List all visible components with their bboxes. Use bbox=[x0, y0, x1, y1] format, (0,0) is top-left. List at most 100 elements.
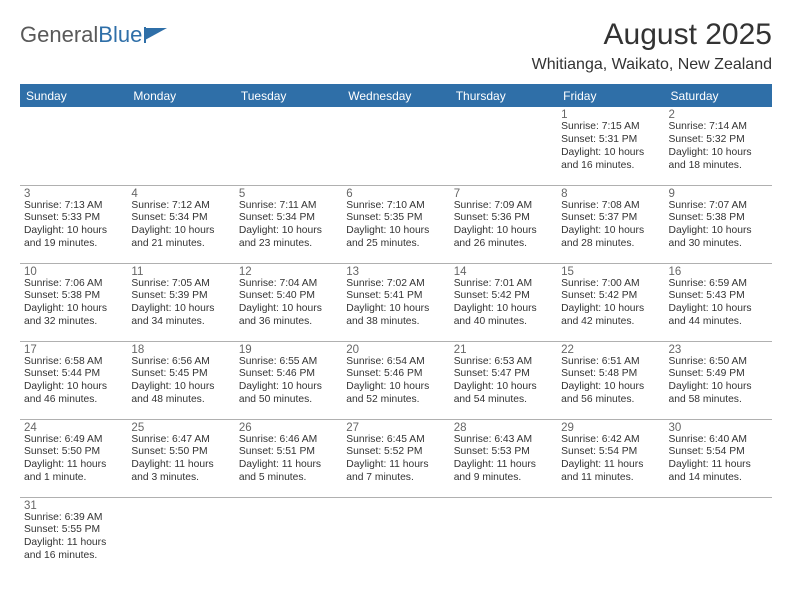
day-details: Sunrise: 7:15 AMSunset: 5:31 PMDaylight:… bbox=[561, 121, 660, 172]
day-details: Sunrise: 7:09 AMSunset: 5:36 PMDaylight:… bbox=[454, 200, 553, 251]
calendar-cell: 19Sunrise: 6:55 AMSunset: 5:46 PMDayligh… bbox=[235, 341, 342, 419]
day-details: Sunrise: 6:55 AMSunset: 5:46 PMDaylight:… bbox=[239, 356, 338, 407]
day-details: Sunrise: 7:08 AMSunset: 5:37 PMDaylight:… bbox=[561, 200, 660, 251]
calendar-row: 24Sunrise: 6:49 AMSunset: 5:50 PMDayligh… bbox=[20, 419, 772, 497]
calendar-cell: 11Sunrise: 7:05 AMSunset: 5:39 PMDayligh… bbox=[127, 263, 234, 341]
day-number: 30 bbox=[669, 422, 768, 434]
day-details: Sunrise: 7:00 AMSunset: 5:42 PMDaylight:… bbox=[561, 278, 660, 329]
calendar-cell bbox=[342, 107, 449, 185]
calendar-table: SundayMondayTuesdayWednesdayThursdayFrid… bbox=[20, 84, 772, 575]
day-details: Sunrise: 7:05 AMSunset: 5:39 PMDaylight:… bbox=[131, 278, 230, 329]
calendar-cell: 30Sunrise: 6:40 AMSunset: 5:54 PMDayligh… bbox=[665, 419, 772, 497]
calendar-cell: 24Sunrise: 6:49 AMSunset: 5:50 PMDayligh… bbox=[20, 419, 127, 497]
day-details: Sunrise: 7:06 AMSunset: 5:38 PMDaylight:… bbox=[24, 278, 123, 329]
calendar-cell bbox=[127, 107, 234, 185]
day-header: Saturday bbox=[665, 85, 772, 108]
day-details: Sunrise: 6:56 AMSunset: 5:45 PMDaylight:… bbox=[131, 356, 230, 407]
day-number: 1 bbox=[561, 109, 660, 121]
logo: GeneralBlue bbox=[20, 18, 170, 48]
day-number: 21 bbox=[454, 344, 553, 356]
day-number: 29 bbox=[561, 422, 660, 434]
calendar-row: 3Sunrise: 7:13 AMSunset: 5:33 PMDaylight… bbox=[20, 185, 772, 263]
day-details: Sunrise: 6:42 AMSunset: 5:54 PMDaylight:… bbox=[561, 434, 660, 485]
day-number: 26 bbox=[239, 422, 338, 434]
calendar-cell: 15Sunrise: 7:00 AMSunset: 5:42 PMDayligh… bbox=[557, 263, 664, 341]
calendar-cell: 23Sunrise: 6:50 AMSunset: 5:49 PMDayligh… bbox=[665, 341, 772, 419]
day-details: Sunrise: 6:46 AMSunset: 5:51 PMDaylight:… bbox=[239, 434, 338, 485]
day-details: Sunrise: 6:58 AMSunset: 5:44 PMDaylight:… bbox=[24, 356, 123, 407]
day-details: Sunrise: 6:40 AMSunset: 5:54 PMDaylight:… bbox=[669, 434, 768, 485]
day-number: 3 bbox=[24, 188, 123, 200]
day-number: 9 bbox=[669, 188, 768, 200]
day-details: Sunrise: 6:39 AMSunset: 5:55 PMDaylight:… bbox=[24, 512, 123, 563]
day-details: Sunrise: 7:04 AMSunset: 5:40 PMDaylight:… bbox=[239, 278, 338, 329]
day-header: Wednesday bbox=[342, 85, 449, 108]
header: GeneralBlue August 2025 Whitianga, Waika… bbox=[20, 18, 772, 74]
calendar-cell: 18Sunrise: 6:56 AMSunset: 5:45 PMDayligh… bbox=[127, 341, 234, 419]
day-number: 11 bbox=[131, 266, 230, 278]
calendar-cell: 3Sunrise: 7:13 AMSunset: 5:33 PMDaylight… bbox=[20, 185, 127, 263]
day-number: 6 bbox=[346, 188, 445, 200]
day-details: Sunrise: 6:51 AMSunset: 5:48 PMDaylight:… bbox=[561, 356, 660, 407]
month-title: August 2025 bbox=[532, 18, 772, 52]
calendar-cell: 26Sunrise: 6:46 AMSunset: 5:51 PMDayligh… bbox=[235, 419, 342, 497]
day-number: 23 bbox=[669, 344, 768, 356]
calendar-cell: 22Sunrise: 6:51 AMSunset: 5:48 PMDayligh… bbox=[557, 341, 664, 419]
calendar-cell: 29Sunrise: 6:42 AMSunset: 5:54 PMDayligh… bbox=[557, 419, 664, 497]
logo-flag-icon bbox=[144, 26, 170, 44]
day-details: Sunrise: 7:07 AMSunset: 5:38 PMDaylight:… bbox=[669, 200, 768, 251]
day-details: Sunrise: 6:59 AMSunset: 5:43 PMDaylight:… bbox=[669, 278, 768, 329]
calendar-row: 1Sunrise: 7:15 AMSunset: 5:31 PMDaylight… bbox=[20, 107, 772, 185]
day-number: 19 bbox=[239, 344, 338, 356]
day-header: Monday bbox=[127, 85, 234, 108]
calendar-row: 10Sunrise: 7:06 AMSunset: 5:38 PMDayligh… bbox=[20, 263, 772, 341]
calendar-cell: 9Sunrise: 7:07 AMSunset: 5:38 PMDaylight… bbox=[665, 185, 772, 263]
day-number: 22 bbox=[561, 344, 660, 356]
calendar-cell bbox=[235, 497, 342, 575]
calendar-cell bbox=[665, 497, 772, 575]
day-number: 12 bbox=[239, 266, 338, 278]
day-header: Tuesday bbox=[235, 85, 342, 108]
day-details: Sunrise: 7:02 AMSunset: 5:41 PMDaylight:… bbox=[346, 278, 445, 329]
calendar-cell: 17Sunrise: 6:58 AMSunset: 5:44 PMDayligh… bbox=[20, 341, 127, 419]
day-number: 27 bbox=[346, 422, 445, 434]
day-number: 17 bbox=[24, 344, 123, 356]
day-details: Sunrise: 7:14 AMSunset: 5:32 PMDaylight:… bbox=[669, 121, 768, 172]
day-details: Sunrise: 7:13 AMSunset: 5:33 PMDaylight:… bbox=[24, 200, 123, 251]
calendar-cell: 5Sunrise: 7:11 AMSunset: 5:34 PMDaylight… bbox=[235, 185, 342, 263]
calendar-cell: 4Sunrise: 7:12 AMSunset: 5:34 PMDaylight… bbox=[127, 185, 234, 263]
day-details: Sunrise: 7:10 AMSunset: 5:35 PMDaylight:… bbox=[346, 200, 445, 251]
day-header: Thursday bbox=[450, 85, 557, 108]
day-number: 14 bbox=[454, 266, 553, 278]
day-number: 25 bbox=[131, 422, 230, 434]
calendar-cell: 10Sunrise: 7:06 AMSunset: 5:38 PMDayligh… bbox=[20, 263, 127, 341]
calendar-cell bbox=[342, 497, 449, 575]
logo-text-dark: General bbox=[20, 22, 98, 48]
day-details: Sunrise: 7:01 AMSunset: 5:42 PMDaylight:… bbox=[454, 278, 553, 329]
calendar-cell: 25Sunrise: 6:47 AMSunset: 5:50 PMDayligh… bbox=[127, 419, 234, 497]
logo-text-blue: Blue bbox=[98, 22, 142, 48]
calendar-cell bbox=[127, 497, 234, 575]
day-number: 18 bbox=[131, 344, 230, 356]
calendar-cell: 31Sunrise: 6:39 AMSunset: 5:55 PMDayligh… bbox=[20, 497, 127, 575]
day-details: Sunrise: 7:11 AMSunset: 5:34 PMDaylight:… bbox=[239, 200, 338, 251]
calendar-cell: 13Sunrise: 7:02 AMSunset: 5:41 PMDayligh… bbox=[342, 263, 449, 341]
day-header: Friday bbox=[557, 85, 664, 108]
calendar-cell: 7Sunrise: 7:09 AMSunset: 5:36 PMDaylight… bbox=[450, 185, 557, 263]
calendar-cell: 28Sunrise: 6:43 AMSunset: 5:53 PMDayligh… bbox=[450, 419, 557, 497]
day-number: 31 bbox=[24, 500, 123, 512]
day-details: Sunrise: 6:54 AMSunset: 5:46 PMDaylight:… bbox=[346, 356, 445, 407]
calendar-cell: 12Sunrise: 7:04 AMSunset: 5:40 PMDayligh… bbox=[235, 263, 342, 341]
day-header: Sunday bbox=[20, 85, 127, 108]
day-details: Sunrise: 6:49 AMSunset: 5:50 PMDaylight:… bbox=[24, 434, 123, 485]
calendar-cell bbox=[557, 497, 664, 575]
day-details: Sunrise: 6:50 AMSunset: 5:49 PMDaylight:… bbox=[669, 356, 768, 407]
calendar-body: 1Sunrise: 7:15 AMSunset: 5:31 PMDaylight… bbox=[20, 107, 772, 575]
day-number: 15 bbox=[561, 266, 660, 278]
calendar-cell bbox=[450, 107, 557, 185]
day-number: 7 bbox=[454, 188, 553, 200]
calendar-row: 17Sunrise: 6:58 AMSunset: 5:44 PMDayligh… bbox=[20, 341, 772, 419]
calendar-cell: 21Sunrise: 6:53 AMSunset: 5:47 PMDayligh… bbox=[450, 341, 557, 419]
calendar-cell bbox=[450, 497, 557, 575]
calendar-cell: 20Sunrise: 6:54 AMSunset: 5:46 PMDayligh… bbox=[342, 341, 449, 419]
